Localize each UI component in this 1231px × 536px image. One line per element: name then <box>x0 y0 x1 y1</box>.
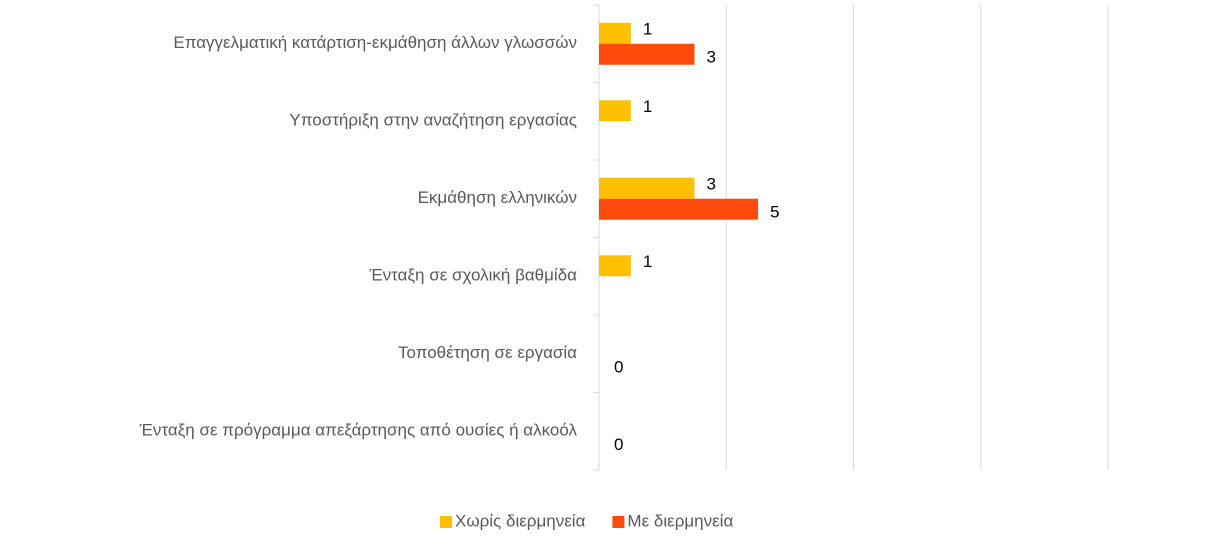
legend-swatch <box>440 516 452 528</box>
data-label: 1 <box>643 252 652 271</box>
legend-swatch <box>612 516 625 528</box>
bar <box>599 100 631 122</box>
y-tick-label: Επαγγελματική κατάρτιση-εκμάθηση άλλων γ… <box>173 33 577 52</box>
data-label: 1 <box>643 97 652 116</box>
bar <box>599 198 759 220</box>
y-tick-label: Τοποθέτηση σε εργασία <box>398 343 577 362</box>
bar <box>599 255 631 277</box>
data-label: 0 <box>614 358 623 377</box>
data-label: 3 <box>706 48 715 67</box>
legend-label: Με διερμηνεία <box>627 511 733 530</box>
data-label: 1 <box>643 20 652 39</box>
data-label: 5 <box>770 203 779 222</box>
bar <box>599 177 695 199</box>
y-tick-label: Υποστήριξη στην αναζήτηση εργασίας <box>289 111 577 130</box>
y-tick-label: Ένταξη σε πρόγραμμα απεξάρτησης από ουσί… <box>139 421 578 440</box>
data-label: 3 <box>706 175 715 194</box>
y-tick-label: Ένταξη σε σχολική βαθμίδα <box>368 266 577 285</box>
bar <box>599 43 695 65</box>
legend-label: Χωρίς διερμηνεία <box>455 511 586 530</box>
bar <box>599 22 631 44</box>
data-label: 0 <box>614 435 623 454</box>
y-tick-label: Εκμάθηση ελληνικών <box>418 188 577 207</box>
